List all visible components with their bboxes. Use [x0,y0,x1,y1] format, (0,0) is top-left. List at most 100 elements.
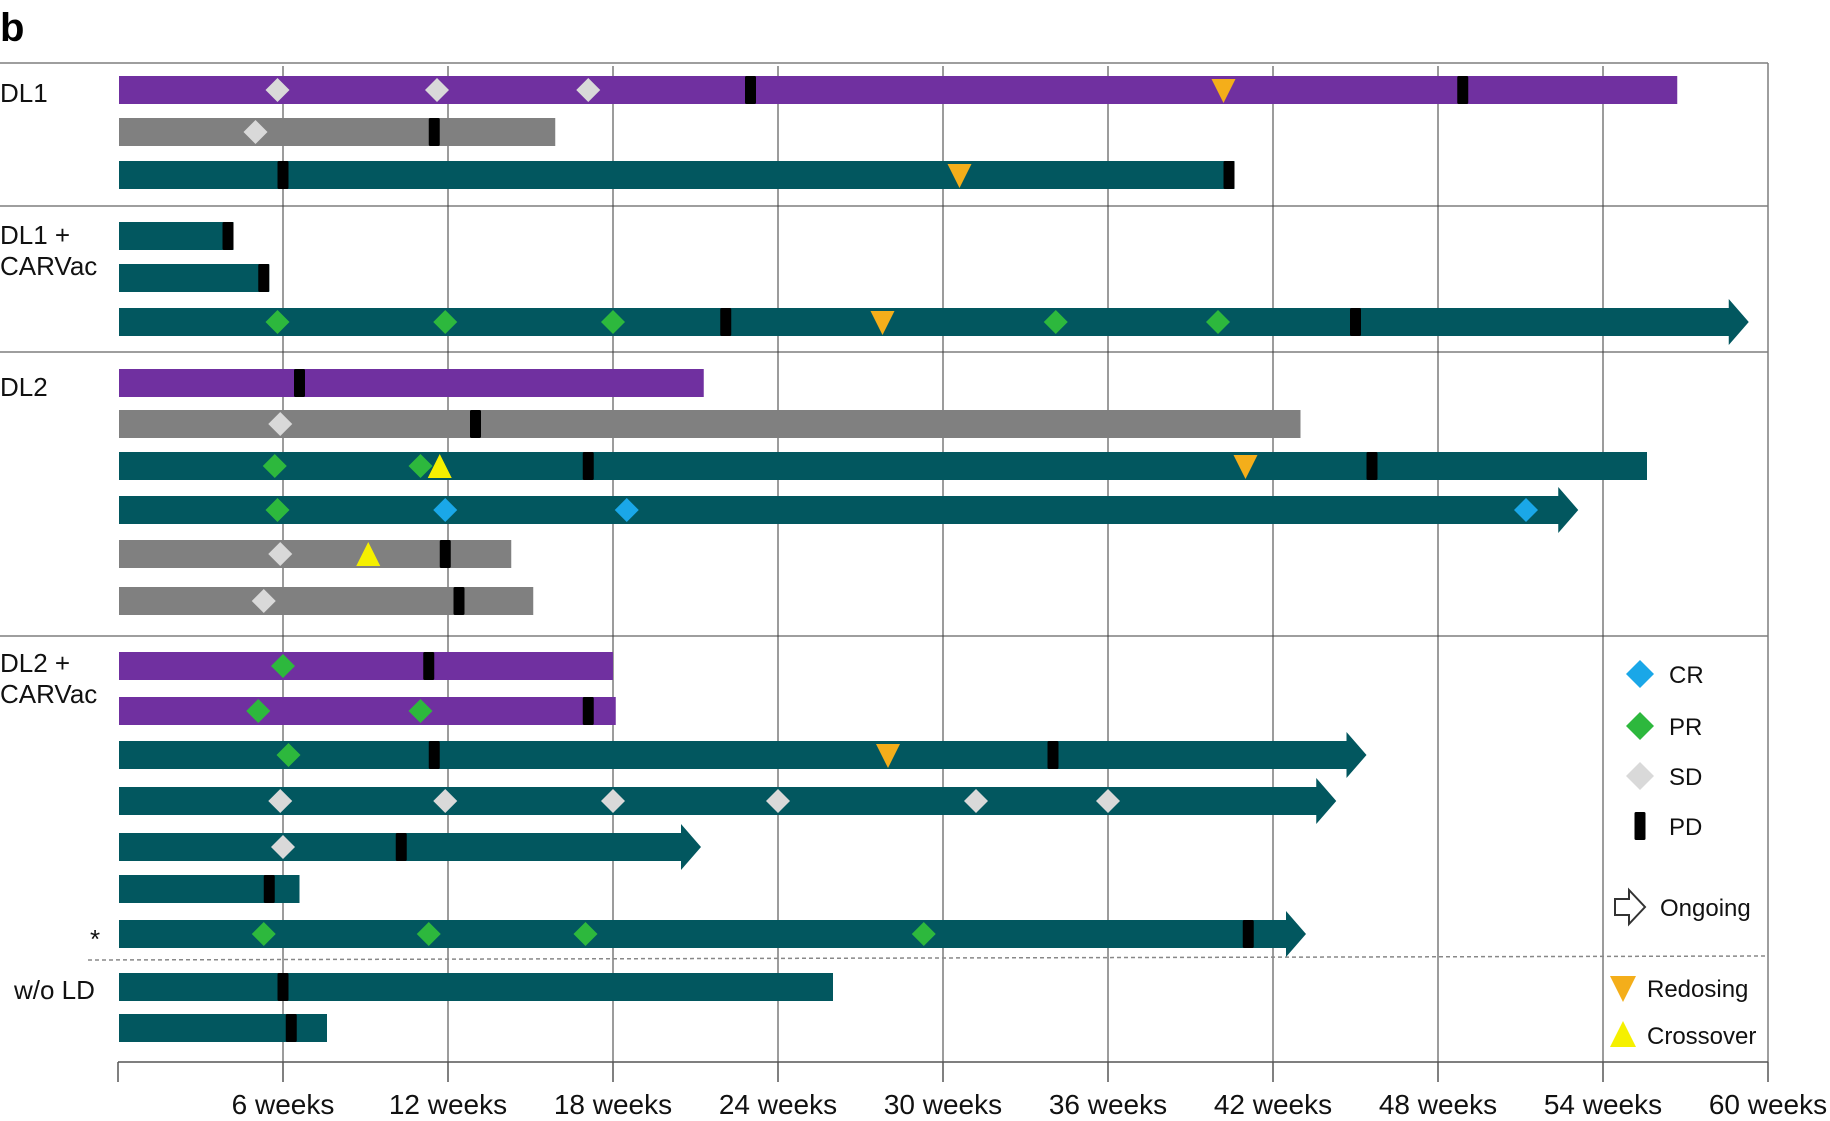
x-tick-label: 12 weeks [389,1089,507,1120]
pr-marker [433,310,458,334]
pd-marker [1350,308,1361,336]
pr-marker [1043,310,1068,334]
cr-legend-icon [1626,660,1654,688]
pr-marker [416,922,441,946]
legend-label: SD [1669,764,1702,791]
panel-letter: b [0,6,25,50]
patient-row [119,875,300,903]
pd-marker [1457,76,1469,104]
x-tick-label: 36 weeks [1049,1089,1167,1120]
pd-marker [258,264,270,292]
cr-marker [1514,498,1538,522]
patient-row [119,452,1647,480]
pd-marker [1366,452,1378,480]
patient-row [119,973,833,1001]
pd-marker [470,410,481,438]
patient-row [119,161,1235,189]
pr-legend-icon [1626,712,1654,740]
pd-marker [277,973,289,1001]
sd-marker [271,835,295,859]
x-tick-label: 48 weeks [1379,1089,1497,1120]
legend-item-pr: PR [1626,712,1702,741]
pd-marker [428,118,440,146]
legend-label: CR [1669,662,1704,689]
redosing-marker [1233,455,1258,479]
patient-row [119,222,234,250]
pd-marker [263,875,275,903]
sd-marker [268,789,293,813]
pr-marker [276,743,301,767]
group-label: DL2 [0,372,48,402]
pd-marker [428,741,440,769]
redosing-marker [876,744,900,768]
sd-marker [425,78,449,102]
pd-marker [277,161,289,189]
pd-marker [423,652,435,680]
group-label: DL2 + [0,648,70,678]
x-tick-label: 18 weeks [554,1089,672,1120]
pr-marker [251,922,276,946]
pr-marker [265,310,290,334]
pd-marker [720,308,732,336]
ongoing-arrow-icon [1614,887,1647,927]
pr-marker [1206,310,1230,334]
patient-bar [119,161,1235,189]
pd-marker [1047,741,1059,769]
patient-bar [119,540,512,568]
pd-marker [745,76,756,104]
x-tick-label: 6 weeks [232,1089,335,1120]
legend-label: Ongoing [1660,895,1751,922]
patient-bar [119,369,704,397]
patient-bar [119,410,1301,438]
group-label: w/o LD [13,975,95,1005]
legend-label: Redosing [1647,976,1748,1003]
sd-marker [576,78,601,102]
patient-bar-ongoing [119,911,1306,957]
sd-marker [251,589,276,613]
redosing-legend-icon [1610,976,1636,1002]
patient-row [119,778,1337,824]
sd-marker [268,412,293,436]
legend-item-ongoing: Ongoing [1614,887,1751,927]
pr-marker [262,454,287,478]
dashed-separator [87,955,1769,961]
patient-bar-ongoing [119,732,1367,778]
pr-marker [408,699,433,723]
x-tick-label: 54 weeks [1544,1089,1662,1120]
sd-marker [964,789,988,813]
crossover-legend-icon [1610,1021,1636,1047]
patient-bar [119,652,613,680]
row-note: * [90,924,100,954]
pd-marker [294,369,305,397]
pr-marker [911,922,936,946]
patient-bar [119,118,556,146]
cr-marker [614,498,639,522]
pr-marker [265,498,290,522]
patient-row [119,369,704,397]
pd-marker [285,1014,297,1042]
legend-item-redosing: Redosing [1610,976,1748,1003]
patient-row [119,697,616,725]
patient-row [119,587,534,615]
pr-marker [573,922,598,946]
x-tick-label: 42 weeks [1214,1089,1332,1120]
legend-item-cr: CR [1626,660,1704,689]
legend-label: PD [1669,814,1702,841]
pd-marker [439,540,451,568]
legend-label: Crossover [1647,1023,1756,1050]
pr-marker [271,654,295,678]
patient-bar [119,697,616,725]
crossover-marker [356,542,381,566]
patient-row [119,824,701,870]
crossover-marker [427,454,452,478]
pr-marker [246,699,271,723]
legend-label: PR [1669,714,1702,741]
sd-marker [1096,789,1120,813]
patient-row [119,732,1367,778]
patient-bar [119,222,234,250]
legend-item-sd: SD [1626,762,1702,791]
pd-marker [395,833,407,861]
redosing-marker [947,164,972,188]
patient-row [119,410,1301,438]
